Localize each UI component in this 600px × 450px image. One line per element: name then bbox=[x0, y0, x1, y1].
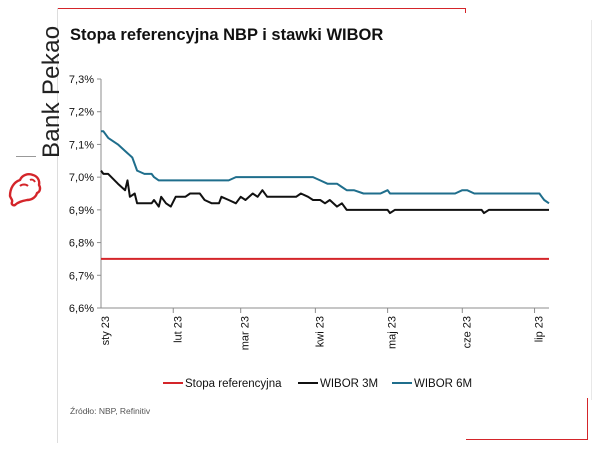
legend-label: WIBOR 6M bbox=[414, 378, 472, 390]
series-line bbox=[100, 170, 549, 215]
frame-top-corner bbox=[465, 8, 466, 13]
chart-series bbox=[100, 130, 550, 260]
x-tick-label: lut 23 bbox=[172, 316, 184, 343]
chart-legend: Stopa referencyjna WIBOR 3M WIBOR 6M bbox=[163, 378, 472, 390]
brand-sidebar: Bank Pekao bbox=[2, 8, 65, 218]
x-tick-label: cze 23 bbox=[461, 316, 473, 348]
bison-icon bbox=[8, 173, 42, 207]
y-tick-label: 7,2% bbox=[69, 107, 94, 119]
x-tick-label: kwi 23 bbox=[314, 316, 326, 347]
y-tick-label: 6,9% bbox=[69, 205, 94, 217]
source-note: Źródło: NBP, Refinitiv bbox=[70, 406, 151, 416]
frame-corner-vertical bbox=[587, 398, 588, 440]
y-tick-label: 7,3% bbox=[69, 74, 94, 86]
frame-right-shadow bbox=[591, 20, 592, 400]
y-tick-label: 7,0% bbox=[69, 172, 94, 184]
frame-corner-horizontal bbox=[466, 439, 588, 440]
x-tick-label: sty 23 bbox=[100, 316, 112, 345]
chart-axes: 6,6% 6,7% 6,8% 6,9% 7,0% 7,1% 7,2% 7,3% sty 23 lu… bbox=[69, 74, 549, 350]
x-tick-label: mar 23 bbox=[240, 316, 252, 350]
legend-label: Stopa referencyjna bbox=[185, 378, 282, 390]
y-tick-label: 6,6% bbox=[69, 303, 94, 315]
frame-top-border bbox=[57, 8, 465, 9]
chart-title: Stopa referencyjna NBP i stawki WIBOR bbox=[70, 26, 384, 44]
frame-left-border bbox=[57, 8, 58, 443]
x-tick-label: maj 23 bbox=[387, 316, 399, 349]
y-tick-label: 7,1% bbox=[69, 139, 94, 151]
x-tick-label: lip 23 bbox=[534, 316, 546, 342]
series-line bbox=[101, 130, 550, 205]
y-tick-label: 6,7% bbox=[69, 270, 94, 282]
y-tick-label: 6,8% bbox=[69, 238, 94, 250]
brand-separator bbox=[16, 156, 36, 157]
legend-label: WIBOR 3M bbox=[320, 378, 378, 390]
